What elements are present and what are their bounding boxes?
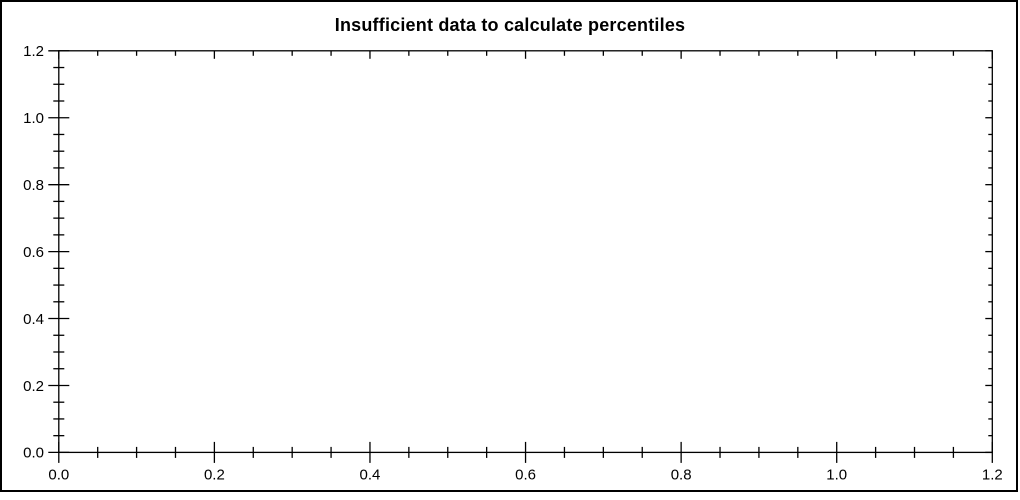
x-tick-label: 0.4 [360, 467, 381, 484]
chart-title: Insufficient data to calculate percentil… [334, 15, 686, 35]
plot-frame [58, 50, 993, 454]
y-tick-label: 1.0 [23, 110, 44, 127]
x-tick-label: 1.0 [826, 467, 847, 484]
x-tick-label: 0.8 [671, 467, 692, 484]
x-tick-label: 1.2 [982, 467, 1003, 484]
y-tick-label: 0.8 [23, 177, 44, 194]
x-tick-label: 0.6 [515, 467, 536, 484]
y-tick-label: 0.4 [23, 311, 44, 328]
y-tick-label: 0.6 [23, 244, 44, 261]
y-tick-label: 0.2 [23, 378, 44, 395]
x-tick-label: 0.0 [48, 467, 69, 484]
x-tick-label: 0.2 [204, 467, 225, 484]
y-tick-label: 0.0 [23, 445, 44, 462]
y-tick-label: 1.2 [23, 43, 44, 60]
